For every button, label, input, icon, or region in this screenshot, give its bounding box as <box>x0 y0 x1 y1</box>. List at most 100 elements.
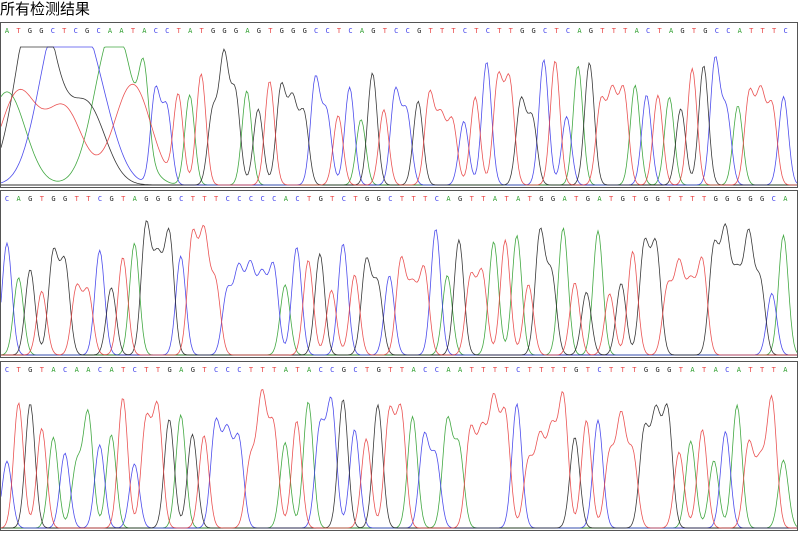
base-call: T <box>574 195 579 203</box>
trace-t-channel <box>1 60 797 186</box>
base-call: T <box>74 195 79 203</box>
base-call: G <box>318 195 323 203</box>
base-call: G <box>760 195 765 203</box>
base-call: T <box>609 195 614 203</box>
base-call: T <box>527 195 532 203</box>
base-call: A <box>457 366 463 374</box>
base-call: A <box>668 27 674 35</box>
trace-t-channel <box>1 388 797 529</box>
base-call: G <box>643 366 649 374</box>
base-call: G <box>376 195 381 203</box>
base-call: G <box>643 195 649 203</box>
base-call: G <box>144 195 149 203</box>
base-call: A <box>411 366 416 374</box>
base-call: T <box>749 27 754 35</box>
base-call: C <box>714 27 719 35</box>
base-call: G <box>155 195 161 203</box>
base-call: G <box>62 195 68 203</box>
base-call: T <box>202 366 207 374</box>
base-call: T <box>554 27 559 35</box>
base-call: T <box>481 366 486 374</box>
base-call: T <box>399 366 405 374</box>
base-call: C <box>394 27 399 35</box>
base-call: A <box>86 366 91 374</box>
base-call: C <box>153 27 158 35</box>
base-call: C <box>165 27 170 35</box>
base-call: T <box>295 366 300 374</box>
base-call: T <box>748 366 753 374</box>
page-title: 所有检测结果 <box>0 0 91 18</box>
base-call: T <box>423 195 428 203</box>
base-call: G <box>256 27 261 35</box>
base-call: G <box>667 366 672 374</box>
base-call: T <box>481 195 486 203</box>
base-call: G <box>550 195 556 203</box>
base-call: G <box>27 27 32 35</box>
base-call: C <box>597 366 602 374</box>
base-call: G <box>291 27 296 35</box>
base-call: T <box>760 27 765 35</box>
base-call: A <box>245 27 250 35</box>
base-call: G <box>371 27 376 35</box>
base-call: T <box>439 27 445 35</box>
trace-plot-1 <box>1 46 797 186</box>
base-call: T <box>667 195 672 203</box>
base-call: C <box>543 27 548 35</box>
base-call: A <box>119 27 124 35</box>
base-call: G <box>655 195 660 203</box>
base-call: T <box>144 366 149 374</box>
trace-plot-3 <box>1 388 797 529</box>
base-call: T <box>248 366 254 374</box>
base-call: G <box>341 366 347 374</box>
base-call: G <box>210 27 216 35</box>
base-call: A <box>577 27 582 35</box>
base-call: G <box>222 27 227 35</box>
base-call: C <box>725 366 730 374</box>
base-call: T <box>330 195 335 203</box>
base-call: C <box>225 195 230 203</box>
base-call: C <box>646 27 651 35</box>
base-call: T <box>202 195 207 203</box>
base-call: T <box>690 195 695 203</box>
base-call: G <box>167 366 172 374</box>
base-call: G <box>713 195 718 203</box>
base-call: A <box>4 27 10 35</box>
base-call: G <box>620 195 625 203</box>
base-call: C <box>295 195 300 203</box>
base-call: C <box>353 366 358 374</box>
base-call: T <box>353 195 358 203</box>
base-call: G <box>588 27 594 35</box>
base-call: C <box>4 195 10 203</box>
base-call: G <box>520 27 525 35</box>
base-call: T <box>16 27 21 35</box>
base-call: G <box>736 195 742 203</box>
base-call: G <box>167 195 172 203</box>
base-call: C <box>73 27 78 35</box>
base-call: A <box>179 366 184 374</box>
base-call: A <box>783 366 788 374</box>
base-call: T <box>611 27 616 35</box>
base-call: A <box>634 27 639 35</box>
base-call: T <box>272 366 277 374</box>
trace-g-channel <box>1 46 797 186</box>
base-call: A <box>51 366 56 374</box>
base-call: T <box>121 366 126 374</box>
base-call: T <box>260 366 265 374</box>
trace-a-channel <box>1 46 797 186</box>
base-call: T <box>678 366 683 374</box>
base-call: C <box>771 195 776 203</box>
base-call: T <box>771 27 777 35</box>
base-call: A <box>16 195 21 203</box>
base-call: T <box>632 366 637 374</box>
base-call: C <box>318 366 323 374</box>
trace-plot-2 <box>1 220 797 356</box>
base-call: A <box>188 27 193 35</box>
base-call: A <box>690 366 695 374</box>
trace-a-channel <box>1 401 797 529</box>
base-call: C <box>330 366 335 374</box>
base-call: T <box>609 366 614 374</box>
